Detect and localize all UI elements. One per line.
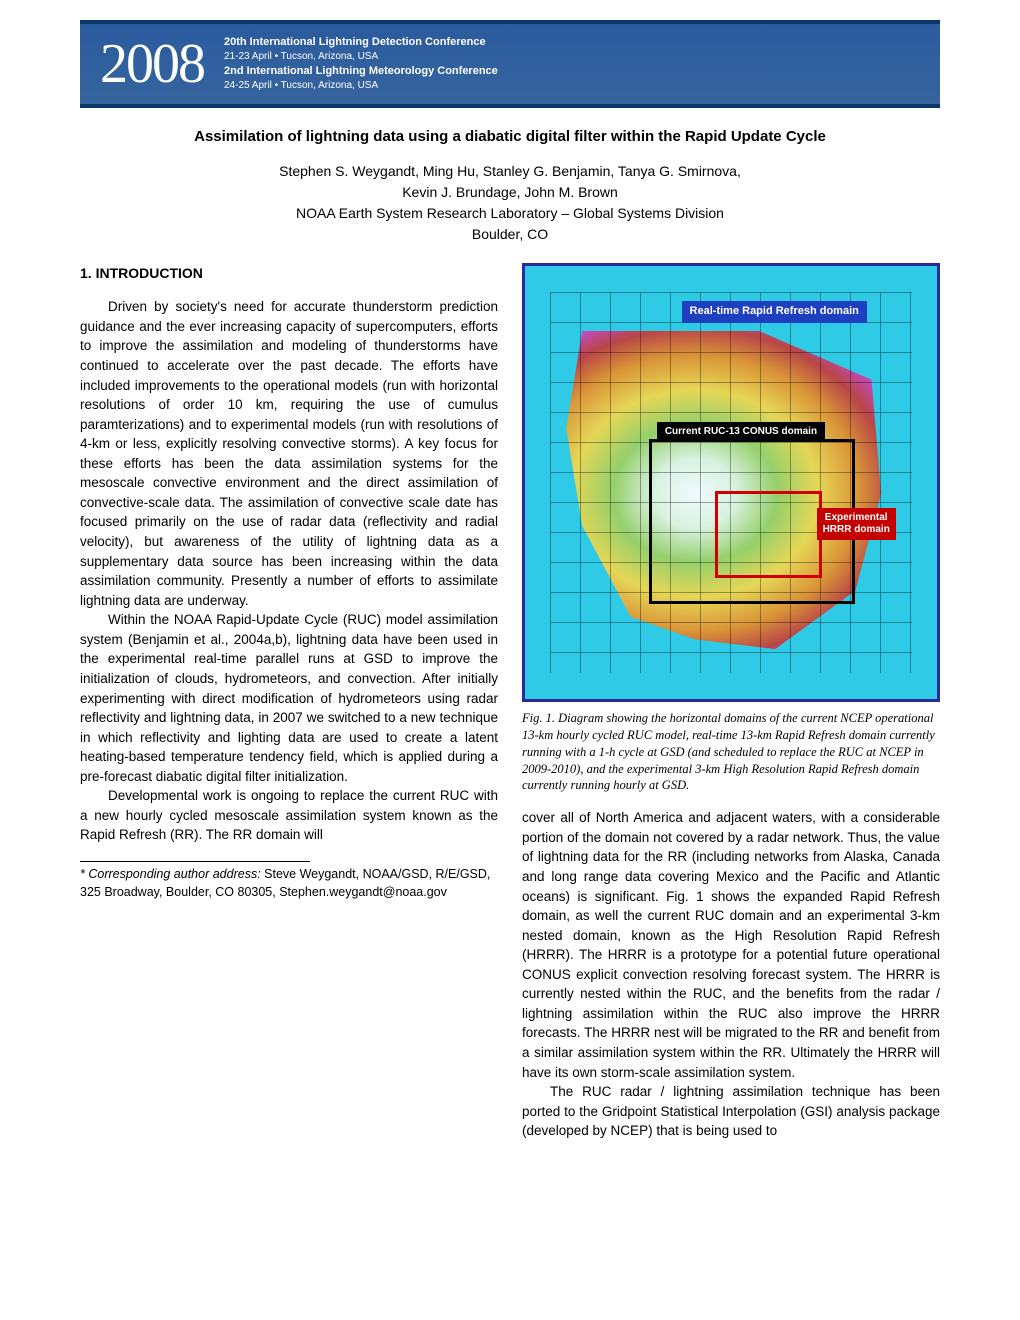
figure-1: Real-time Rapid Refresh domain Current R…	[522, 263, 940, 702]
banner-year: 2008	[100, 32, 204, 96]
footnote-separator	[80, 861, 310, 862]
right-para-1: cover all of North America and adjacent …	[522, 808, 940, 1082]
authors-line2: Kevin J. Brundage, John M. Brown	[80, 182, 940, 203]
two-column-body: 1. INTRODUCTION Driven by society's need…	[80, 263, 940, 1141]
hrrr-domain-label: Experimental HRRR domain	[817, 508, 896, 540]
figure-caption: Fig. 1. Diagram showing the horizontal d…	[522, 710, 940, 794]
right-para-2: The RUC radar / lightning assimilation t…	[522, 1082, 940, 1141]
intro-para-2: Within the NOAA Rapid-Update Cycle (RUC)…	[80, 610, 498, 786]
map-figure: Real-time Rapid Refresh domain Current R…	[522, 263, 940, 702]
intro-para-3: Developmental work is ongoing to replace…	[80, 786, 498, 845]
banner-text: 20th International Lightning Detection C…	[224, 35, 498, 94]
rr-domain-label: Real-time Rapid Refresh domain	[682, 301, 867, 323]
author-block: Stephen S. Weygandt, Ming Hu, Stanley G.…	[80, 161, 940, 245]
banner-line3: 2nd International Lightning Meteorology …	[224, 64, 498, 79]
footnote-label: * Corresponding author address:	[80, 867, 261, 881]
banner-line2: 21-23 April • Tucson, Arizona, USA	[224, 50, 498, 64]
hrrr-label-line1: Experimental	[825, 512, 888, 523]
right-column: Real-time Rapid Refresh domain Current R…	[522, 263, 940, 1141]
authors-line1: Stephen S. Weygandt, Ming Hu, Stanley G.…	[80, 161, 940, 182]
hrrr-domain-box	[715, 491, 822, 578]
hrrr-label-line2: HRRR domain	[823, 524, 890, 535]
intro-para-1: Driven by society's need for accurate th…	[80, 297, 498, 610]
affiliation: NOAA Earth System Research Laboratory – …	[80, 203, 940, 224]
conference-banner: 2008 20th International Lightning Detect…	[80, 20, 940, 108]
section-heading: 1. INTRODUCTION	[80, 263, 498, 283]
ruc-domain-label: Current RUC-13 CONUS domain	[657, 422, 825, 443]
banner-line4: 24-25 April • Tucson, Arizona, USA	[224, 79, 498, 93]
left-column: 1. INTRODUCTION Driven by society's need…	[80, 263, 498, 1141]
banner-line1: 20th International Lightning Detection C…	[224, 35, 498, 50]
paper-title: Assimilation of lightning data using a d…	[80, 128, 940, 145]
page-root: 2008 20th International Lightning Detect…	[0, 20, 1020, 1141]
location: Boulder, CO	[80, 224, 940, 245]
footnote: * Corresponding author address: Steve We…	[80, 866, 498, 901]
